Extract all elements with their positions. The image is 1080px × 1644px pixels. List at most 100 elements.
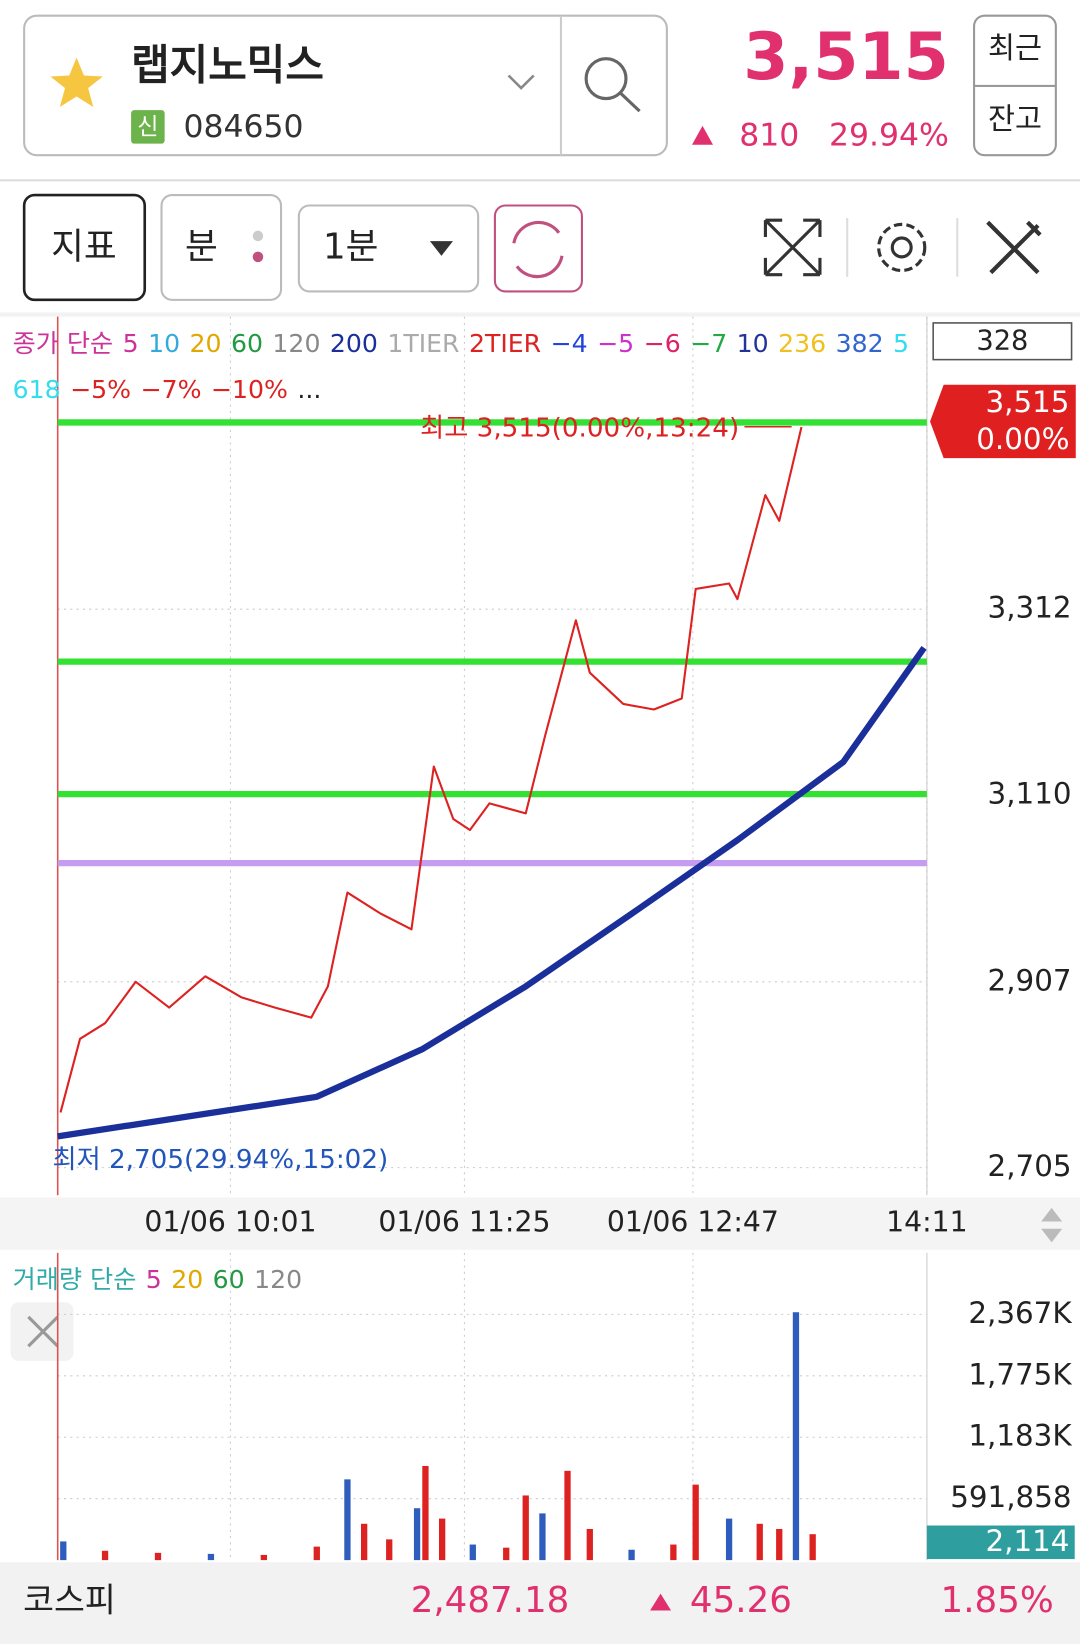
badge-bg: [131, 110, 165, 144]
legend-entry: 20: [190, 329, 222, 358]
volume-bar: [60, 1541, 67, 1561]
refresh-button[interactable]: [493, 204, 583, 293]
y-tick-label: 1,183K: [968, 1419, 1072, 1453]
legend-entry: −4: [551, 329, 588, 358]
volume-bar: [725, 1518, 733, 1561]
annotation: 최저 2,705(29.94%,15:02): [52, 1145, 388, 1175]
change: 810: [739, 117, 799, 153]
volume-bar: [422, 1465, 429, 1561]
select-arrow: [429, 241, 453, 256]
volume-bar: [522, 1495, 529, 1561]
close-icon: [27, 1315, 59, 1348]
dot: [252, 230, 264, 242]
settings-icon[interactable]: [877, 222, 927, 273]
legend-entry: 거래량 단순: [13, 1265, 137, 1294]
index-value: 2,487.18: [411, 1580, 570, 1621]
volume-bar: [413, 1508, 421, 1561]
y-tick-label: 591,858: [950, 1480, 1071, 1514]
y-tick-label: 1,775K: [968, 1357, 1072, 1391]
favorite-star[interactable]: [50, 57, 103, 107]
stock-name: 랩지노믹스: [131, 41, 324, 90]
dot: [252, 251, 264, 263]
legend-entry: 종가 단순: [13, 329, 114, 358]
volume-bar: [469, 1544, 476, 1561]
up-arrow: [650, 1593, 672, 1611]
price-line: [57, 646, 927, 1140]
y-tick-label: 2,367K: [968, 1296, 1072, 1330]
search-icon[interactable]: [584, 57, 628, 101]
legend-entry: 60: [231, 329, 263, 358]
x-tick-label: 01/06 11:25: [378, 1206, 550, 1239]
volume-bar: [792, 1312, 800, 1561]
search-icon-handle: [619, 92, 641, 113]
legend-entry: 1TIER: [387, 329, 459, 358]
y-tick-label: 2,705: [988, 1149, 1072, 1183]
volume-bar: [776, 1528, 783, 1561]
refresh-icon: [512, 220, 564, 279]
unit-label: 분: [185, 226, 218, 267]
legend-entry: 120: [254, 1265, 302, 1294]
volume-bar: [503, 1547, 510, 1561]
volume-bar: [670, 1544, 677, 1561]
volume-tag: [926, 1525, 1075, 1560]
index-change: 45.26: [690, 1580, 792, 1621]
search-box[interactable]: [23, 14, 668, 157]
marker-box: [932, 322, 1073, 361]
interval-select[interactable]: [297, 204, 480, 293]
footer-bg: [0, 1562, 1080, 1644]
recent-button[interactable]: 최근: [988, 31, 1042, 65]
volume-bar: [539, 1513, 546, 1561]
volume-bar: [207, 1553, 215, 1561]
volume-bar: [692, 1484, 699, 1561]
settings-icon-core: [890, 236, 913, 259]
legend-entry: 20: [171, 1265, 203, 1294]
badge: 신: [137, 114, 158, 140]
volume-bar: [564, 1470, 571, 1561]
price: 3,515: [743, 20, 949, 95]
balance-button[interactable]: 잔고: [988, 102, 1042, 136]
legend-entry: 618: [13, 375, 61, 404]
volume-bar: [313, 1546, 320, 1561]
indicator-label: 지표: [51, 226, 117, 267]
legend-entry: 5: [123, 329, 139, 358]
volume-bar: [361, 1523, 368, 1561]
scroll-down[interactable]: [1041, 1228, 1063, 1243]
price-tag: [930, 384, 1076, 459]
index-pct: 1.85%: [941, 1580, 1054, 1621]
legend-entry: 10: [737, 329, 769, 358]
dropdown-icon[interactable]: [507, 74, 535, 90]
volume-bar: [756, 1523, 763, 1561]
price-line: [59, 426, 803, 1113]
legend-entry: 200: [330, 329, 378, 358]
volume-bar: [260, 1554, 268, 1561]
fullscreen-icon[interactable]: [763, 218, 822, 277]
legend-entry: 236: [778, 329, 826, 358]
price-tag-pct: 0.00%: [976, 422, 1069, 456]
volume-tag-value: 2,114: [985, 1524, 1069, 1558]
legend-entry: −5%: [70, 375, 131, 404]
unit-button[interactable]: [160, 193, 283, 301]
stock-code: 084650: [184, 109, 304, 145]
volume-bar: [154, 1552, 162, 1561]
tools-icon[interactable]: [986, 220, 1042, 275]
legend-entry: −7: [690, 329, 727, 358]
volume-bar: [386, 1539, 393, 1561]
y-tick-label: 3,110: [988, 777, 1072, 811]
scroll-up[interactable]: [1041, 1207, 1063, 1222]
index-name: 코스피: [23, 1581, 116, 1620]
change-pct: 29.94%: [829, 117, 949, 153]
legend-entry: −7%: [141, 375, 202, 404]
annotation: 최고 3,515(0.00%,13:24): [420, 413, 739, 443]
indicator-button[interactable]: [22, 193, 147, 302]
legend-entry: 120: [272, 329, 320, 358]
volume-bar: [809, 1534, 816, 1561]
price-tag-value: 3,515: [985, 385, 1069, 419]
y-tick-label: 3,312: [988, 591, 1072, 625]
legend-entry: 5: [146, 1265, 162, 1294]
legend-entry: ...: [297, 375, 321, 404]
legend-entry: 2TIER: [469, 329, 541, 358]
volume-bar: [101, 1550, 109, 1561]
x-tick-label: 01/06 10:01: [144, 1206, 316, 1239]
